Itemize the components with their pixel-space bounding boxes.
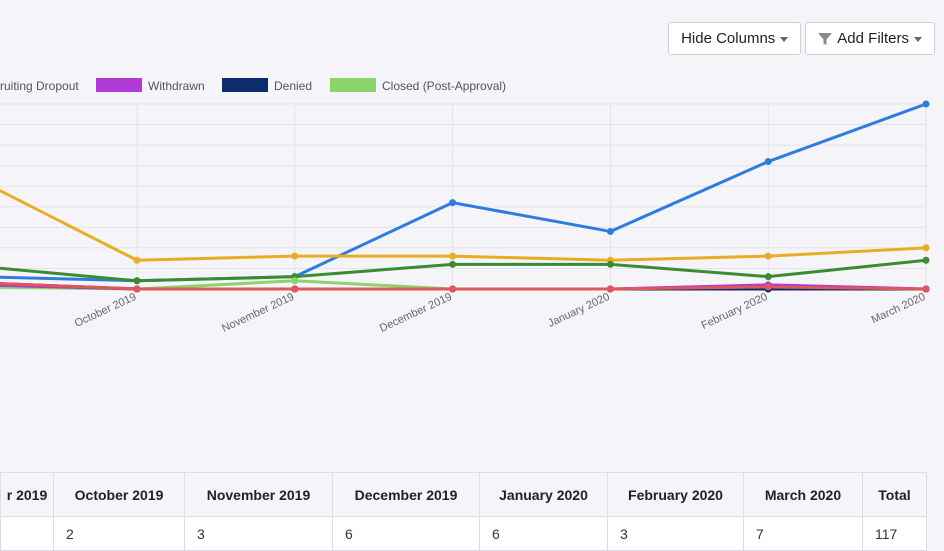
data-point	[764, 158, 772, 166]
line-chart: ruiting Dropout Withdrawn Denied Closed (Po…	[0, 78, 930, 335]
add-filters-button[interactable]: Add Filters	[805, 22, 935, 55]
x-tick-label: February 2020	[700, 291, 770, 332]
summary-table: r 2019 October 2019 November 2019 Decemb…	[0, 472, 934, 551]
table-cell: 6	[332, 516, 480, 551]
data-point	[449, 252, 457, 260]
legend-label: Denied	[274, 79, 312, 93]
caret-down-icon	[914, 37, 922, 42]
data-point	[449, 285, 457, 293]
x-tick-label: January 2020	[546, 291, 611, 330]
table-cell: 2	[53, 516, 185, 551]
column-header[interactable]: r 2019	[0, 472, 54, 517]
data-point	[449, 199, 457, 207]
data-point	[133, 256, 141, 264]
data-point	[764, 252, 772, 260]
data-point	[922, 100, 930, 108]
data-point	[606, 285, 614, 293]
data-point	[922, 244, 930, 252]
table-cell	[0, 516, 54, 551]
column-header[interactable]: October 2019	[53, 472, 185, 517]
x-tick-label: November 2019	[220, 291, 296, 335]
data-point	[133, 277, 141, 285]
add-filters-label: Add Filters	[837, 30, 909, 47]
table-cell: 6	[479, 516, 608, 551]
data-point	[764, 283, 772, 291]
data-point	[291, 277, 299, 285]
hide-columns-label: Hide Columns	[681, 30, 776, 47]
legend-swatch	[96, 78, 142, 92]
toolbar: Hide Columns Add Filters	[668, 22, 935, 55]
filter-icon	[818, 32, 833, 45]
legend-label: ruiting Dropout	[0, 79, 79, 93]
x-tick-label: December 2019	[378, 291, 454, 335]
data-point	[449, 260, 457, 268]
series-line	[0, 258, 927, 283]
column-header[interactable]: January 2020	[479, 472, 608, 517]
hide-columns-button[interactable]: Hide Columns	[668, 22, 802, 55]
legend-label: Withdrawn	[148, 79, 205, 93]
x-tick-label: October 2019	[73, 291, 138, 330]
legend-swatch	[222, 78, 268, 92]
data-point	[922, 285, 930, 293]
data-point	[922, 256, 930, 264]
caret-down-icon	[780, 37, 789, 42]
data-point	[606, 260, 614, 268]
column-header[interactable]: February 2020	[607, 472, 744, 517]
data-point	[764, 273, 772, 281]
legend-label: Closed (Post-Approval)	[382, 79, 506, 93]
legend-swatch	[330, 78, 376, 92]
table-row: 2 3 6 6 3 7 117	[0, 516, 927, 551]
x-tick-label: March 2020	[870, 291, 928, 326]
column-header[interactable]: Total	[862, 472, 927, 517]
data-point	[291, 252, 299, 260]
table-cell: 3	[184, 516, 333, 551]
column-header[interactable]: November 2019	[184, 472, 333, 517]
data-point	[133, 285, 141, 293]
data-point	[291, 285, 299, 293]
table-cell: 3	[607, 516, 744, 551]
data-point	[606, 227, 614, 235]
table-cell: 117	[862, 516, 927, 551]
column-header[interactable]: December 2019	[332, 472, 480, 517]
column-header[interactable]: March 2020	[743, 472, 863, 517]
table-header-row: r 2019 October 2019 November 2019 Decemb…	[0, 472, 927, 517]
table-cell: 7	[743, 516, 863, 551]
